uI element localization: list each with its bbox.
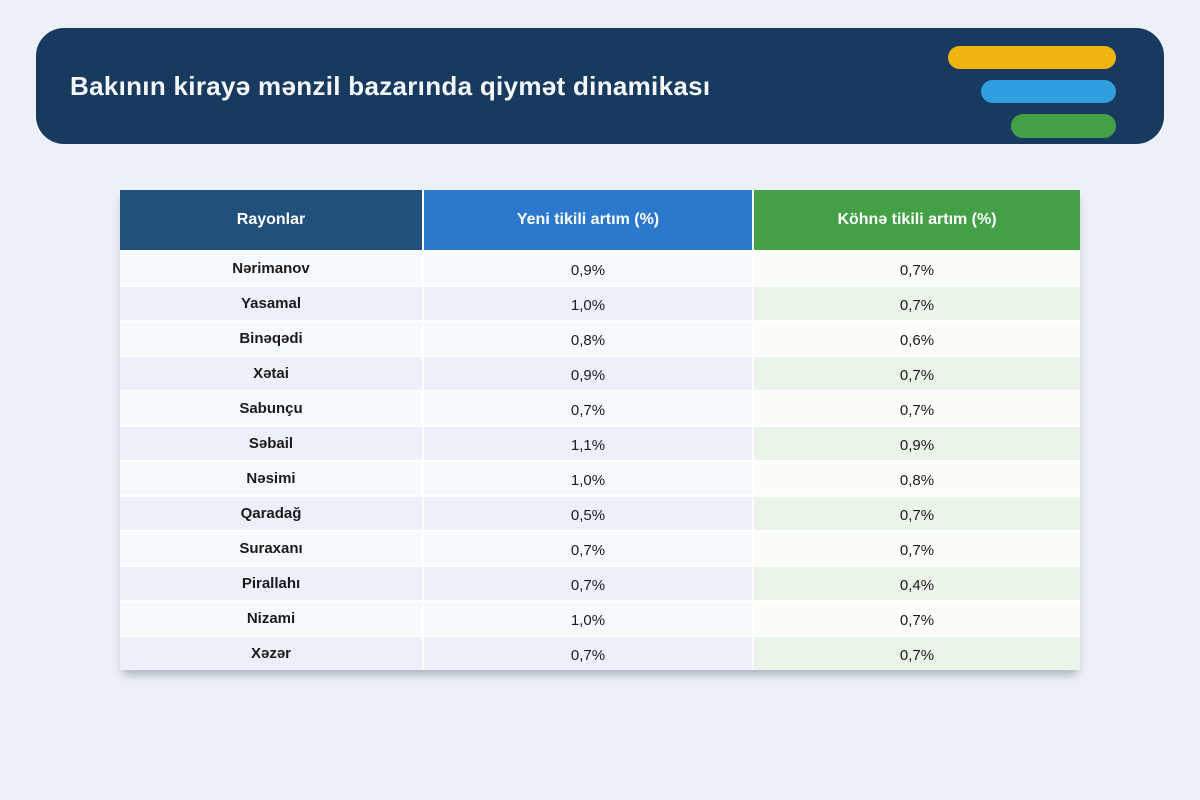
price-dynamics-table: Rayonlar Yeni tikili artım (%) Köhnə tik… xyxy=(120,190,1080,670)
region-name-cell: Qaradağ xyxy=(120,495,422,530)
table-row: Sabunçu 0,7% 0,7% xyxy=(120,390,1080,425)
table-row: Qaradağ 0,5% 0,7% xyxy=(120,495,1080,530)
region-name-cell: Pirallahı xyxy=(120,565,422,600)
table-row: Suraxanı 0,7% 0,7% xyxy=(120,530,1080,565)
title-banner: Bakının kirayə mənzil bazarında qiymət d… xyxy=(36,28,1164,144)
region-name-cell: Səbail xyxy=(120,425,422,460)
column-header-rayonlar: Rayonlar xyxy=(120,190,422,250)
column-header-kohne-tikili: Köhnə tikili artım (%) xyxy=(752,190,1080,250)
yeni-value-cell: 0,5% xyxy=(422,495,752,530)
kohne-value-cell: 0,7% xyxy=(752,495,1080,530)
region-name-cell: Xəzər xyxy=(120,635,422,670)
region-name-cell: Xətai xyxy=(120,355,422,390)
yeni-value-cell: 0,7% xyxy=(422,565,752,600)
yeni-value-cell: 1,0% xyxy=(422,600,752,635)
kohne-value-cell: 0,7% xyxy=(752,390,1080,425)
yeni-value-cell: 0,7% xyxy=(422,530,752,565)
kohne-value-cell: 0,7% xyxy=(752,355,1080,390)
region-name-cell: Sabunçu xyxy=(120,390,422,425)
kohne-value-cell: 0,7% xyxy=(752,285,1080,320)
table-body: Nərimanov 0,9% 0,7% Yasamal 1,0% 0,7% Bi… xyxy=(120,250,1080,670)
table-row: Xətai 0,9% 0,7% xyxy=(120,355,1080,390)
table-row: Binəqədi 0,8% 0,6% xyxy=(120,320,1080,355)
region-name-cell: Nəsimi xyxy=(120,460,422,495)
kohne-value-cell: 0,9% xyxy=(752,425,1080,460)
kohne-value-cell: 0,6% xyxy=(752,320,1080,355)
region-name-cell: Yasamal xyxy=(120,285,422,320)
table-header: Rayonlar Yeni tikili artım (%) Köhnə tik… xyxy=(120,190,1080,250)
yeni-value-cell: 0,7% xyxy=(422,390,752,425)
column-header-yeni-tikili: Yeni tikili artım (%) xyxy=(422,190,752,250)
table-row: Xəzər 0,7% 0,7% xyxy=(120,635,1080,670)
kohne-value-cell: 0,7% xyxy=(752,250,1080,285)
yeni-value-cell: 0,7% xyxy=(422,635,752,670)
region-name-cell: Nizami xyxy=(120,600,422,635)
yeni-value-cell: 0,8% xyxy=(422,320,752,355)
kohne-value-cell: 0,7% xyxy=(752,600,1080,635)
page-title: Bakının kirayə mənzil bazarında qiymət d… xyxy=(70,70,711,101)
yeni-value-cell: 0,9% xyxy=(422,355,752,390)
bar-chart-logo-icon xyxy=(948,46,1116,138)
table-row: Nərimanov 0,9% 0,7% xyxy=(120,250,1080,285)
table-row: Yasamal 1,0% 0,7% xyxy=(120,285,1080,320)
region-name-cell: Suraxanı xyxy=(120,530,422,565)
yeni-value-cell: 0,9% xyxy=(422,250,752,285)
table-row: Nəsimi 1,0% 0,8% xyxy=(120,460,1080,495)
kohne-value-cell: 0,7% xyxy=(752,530,1080,565)
yeni-value-cell: 1,1% xyxy=(422,425,752,460)
region-name-cell: Binəqədi xyxy=(120,320,422,355)
table-row: Nizami 1,0% 0,7% xyxy=(120,600,1080,635)
kohne-value-cell: 0,7% xyxy=(752,635,1080,670)
yeni-value-cell: 1,0% xyxy=(422,285,752,320)
region-name-cell: Nərimanov xyxy=(120,250,422,285)
table-row: Səbail 1,1% 0,9% xyxy=(120,425,1080,460)
table-row: Pirallahı 0,7% 0,4% xyxy=(120,565,1080,600)
yeni-value-cell: 1,0% xyxy=(422,460,752,495)
kohne-value-cell: 0,4% xyxy=(752,565,1080,600)
yellow-bar-icon xyxy=(948,46,1116,69)
kohne-value-cell: 0,8% xyxy=(752,460,1080,495)
green-bar-icon xyxy=(1011,114,1116,138)
blue-bar-icon xyxy=(981,80,1116,103)
